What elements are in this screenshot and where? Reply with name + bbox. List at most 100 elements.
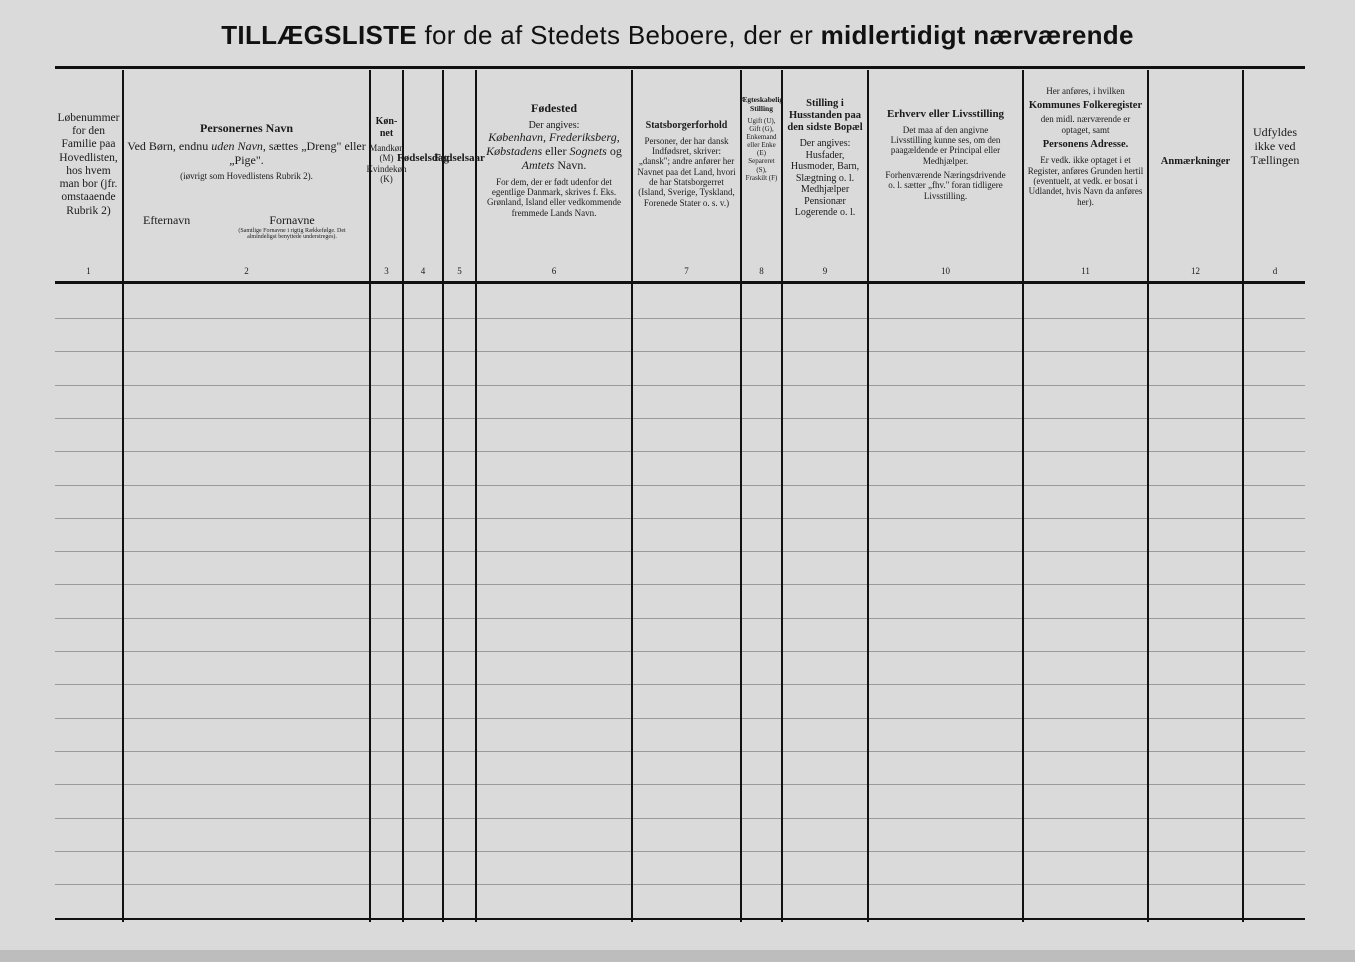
col2-text-b: , sættes „Dreng" eller „Pige".: [229, 138, 366, 167]
col6-plain1: eller: [542, 144, 570, 159]
column-divider: [1147, 70, 1149, 922]
column-number: 12: [1191, 266, 1200, 276]
col10-heading: Erhverv eller Livsstilling: [886, 108, 1005, 120]
col7-text: Personer, der har dansk Indfødsret, skri…: [637, 135, 736, 208]
column-divider: [740, 70, 742, 922]
entry-row-line: [55, 351, 1305, 353]
col6-plain2: og: [606, 144, 622, 159]
col6-italic2: Sognets: [569, 144, 607, 159]
entry-row-line: [55, 884, 1305, 886]
column-header-d: Udfyldes ikke ved Tællingen: [1244, 74, 1306, 274]
entry-row-line: [55, 684, 1305, 686]
column-header-7: Statsborgerforhold Personer, der har dan…: [633, 74, 740, 274]
col6-plain3: Navn.: [554, 157, 587, 172]
col11-intro: Her anføres, i hvilken: [1046, 86, 1125, 96]
entry-row-line: [55, 417, 1305, 419]
column-header-4: Fødselsdag: [397, 74, 449, 274]
cold-text: Udfyldes ikke ved Tællingen: [1250, 125, 1300, 167]
col6-intro: Der angives:: [528, 119, 580, 131]
column-divider: [1242, 70, 1244, 922]
col10-text2: Forhenværende Næringsdrivende o. l. sætt…: [885, 170, 1006, 201]
entry-row-line: [55, 617, 1305, 619]
col4-heading: Fødselsdag: [397, 152, 449, 164]
column-number: 7: [684, 266, 689, 276]
column-divider: [369, 70, 371, 922]
column-number: 11: [1081, 266, 1090, 276]
column-number: 8: [759, 266, 764, 276]
col2-text-italic: uden Navn: [211, 138, 263, 153]
col3-text: Mandkøn (M) Kvindekøn (K): [366, 143, 407, 185]
col2-firstnames-note: (Samtlige Fornavne i rigtig Rækkefølge. …: [238, 227, 346, 240]
col11-heading: Kommunes Folkeregister: [1028, 100, 1143, 112]
col6-italic3: Amtets: [521, 157, 555, 172]
entry-row-line: [55, 517, 1305, 519]
column-divider: [1022, 70, 1024, 922]
form-title: TILLÆGSLISTE for de af Stedets Beboere, …: [0, 20, 1355, 51]
col1-text: Løbenummer for den Familie paa Hovedlist…: [57, 112, 120, 217]
col2-text-a: Ved Børn, endnu: [127, 138, 212, 153]
col3-heading: Køn-net: [375, 116, 398, 139]
column-header-3: Køn-net Mandkøn (M) Kvindekøn (K): [367, 74, 407, 274]
col6-heading: Fødested: [531, 101, 577, 115]
entry-row-line: [55, 384, 1305, 386]
col11-heading2: Personens Adresse.: [1042, 139, 1129, 151]
column-header-11: Her anføres, i hvilken Kommunes Folkereg…: [1024, 74, 1147, 274]
column-divider: [475, 70, 477, 922]
entry-row-line: [55, 318, 1305, 319]
col6-italic1: København, Frederiksberg, Købstadens: [486, 130, 620, 159]
entry-row-line: [55, 651, 1305, 652]
entry-row-line: [55, 817, 1305, 819]
col2-heading: Personernes Navn: [200, 121, 293, 135]
column-header-12: Anmærkninger: [1149, 74, 1242, 274]
col9-heading: Stilling i Husstanden paa den sidste Bop…: [787, 98, 863, 134]
column-divider: [781, 70, 783, 922]
col2-surname-label: Efternavn: [143, 212, 191, 227]
column-number: 5: [457, 266, 462, 276]
column-header-10: Erhverv eller Livsstilling Det maa af de…: [869, 74, 1022, 274]
col5-heading: Fødselsaar: [434, 152, 485, 164]
column-header-8: Ægteskabelig Stilling Ugift (U), Gift (G…: [739, 74, 784, 274]
entry-row-line: [55, 584, 1305, 586]
column-divider: [122, 70, 124, 922]
column-header-9: Stilling i Husstanden paa den sidste Bop…: [783, 74, 867, 274]
column-number: 3: [384, 266, 389, 276]
col11-mid: den midl. nærværende er optaget, samt: [1040, 114, 1131, 135]
col7-heading: Statsborgerforhold: [645, 120, 728, 131]
column-number: 1: [86, 266, 91, 276]
top-rule: [55, 66, 1305, 69]
column-number: 9: [822, 266, 828, 276]
col2-firstnames-label: Fornavne: [269, 212, 315, 227]
column-divider: [402, 70, 404, 922]
entry-row-line: [55, 484, 1305, 486]
column-number: 6: [551, 266, 557, 276]
entry-row-line: [55, 784, 1305, 786]
column-divider: [867, 70, 869, 922]
title-emphasis: midlertidigt nærværende: [820, 20, 1134, 50]
title-bold: TILLÆGSLISTE: [221, 20, 417, 50]
entry-row-line: [55, 717, 1305, 719]
col12-heading: Anmærkninger: [1160, 156, 1231, 167]
column-header-2: Personernes Navn Ved Børn, endnu uden Na…: [124, 74, 369, 274]
column-header-1: Løbenummer for den Familie paa Hovedlist…: [55, 74, 122, 274]
column-divider: [442, 70, 444, 922]
bottom-rule: [55, 918, 1305, 920]
col11-text: Er vedk. ikke optaget i et Register, anf…: [1027, 155, 1144, 207]
column-number: d: [1272, 266, 1278, 276]
col9-text: Der angives: Husfader, Husmoder, Barn, S…: [790, 138, 860, 219]
column-header-5: Fødselsaar: [434, 74, 485, 274]
entry-row-line: [55, 850, 1305, 852]
col8-heading: Ægteskabelig Stilling: [739, 95, 784, 113]
header-rule: [55, 281, 1305, 284]
col10-text: Det maa af den angivne Livsstilling kunn…: [890, 124, 1001, 166]
col6-text2: For dem, der er født udenfor det egentli…: [487, 176, 621, 218]
column-divider: [631, 70, 633, 922]
title-rest: for de af Stedets Beboere, der er: [416, 20, 821, 50]
col2-note: (iøvrigt som Hovedlistens Rubrik 2).: [180, 171, 313, 182]
column-header-6: Fødested Der angives: København, Frederi…: [477, 74, 631, 274]
entry-row-line: [55, 750, 1305, 752]
entry-row-line: [55, 551, 1305, 553]
column-number: 2: [244, 266, 249, 276]
column-number: 10: [941, 266, 950, 276]
col8-text: Ugift (U), Gift (G), Enkemand eller Enke…: [745, 117, 778, 182]
